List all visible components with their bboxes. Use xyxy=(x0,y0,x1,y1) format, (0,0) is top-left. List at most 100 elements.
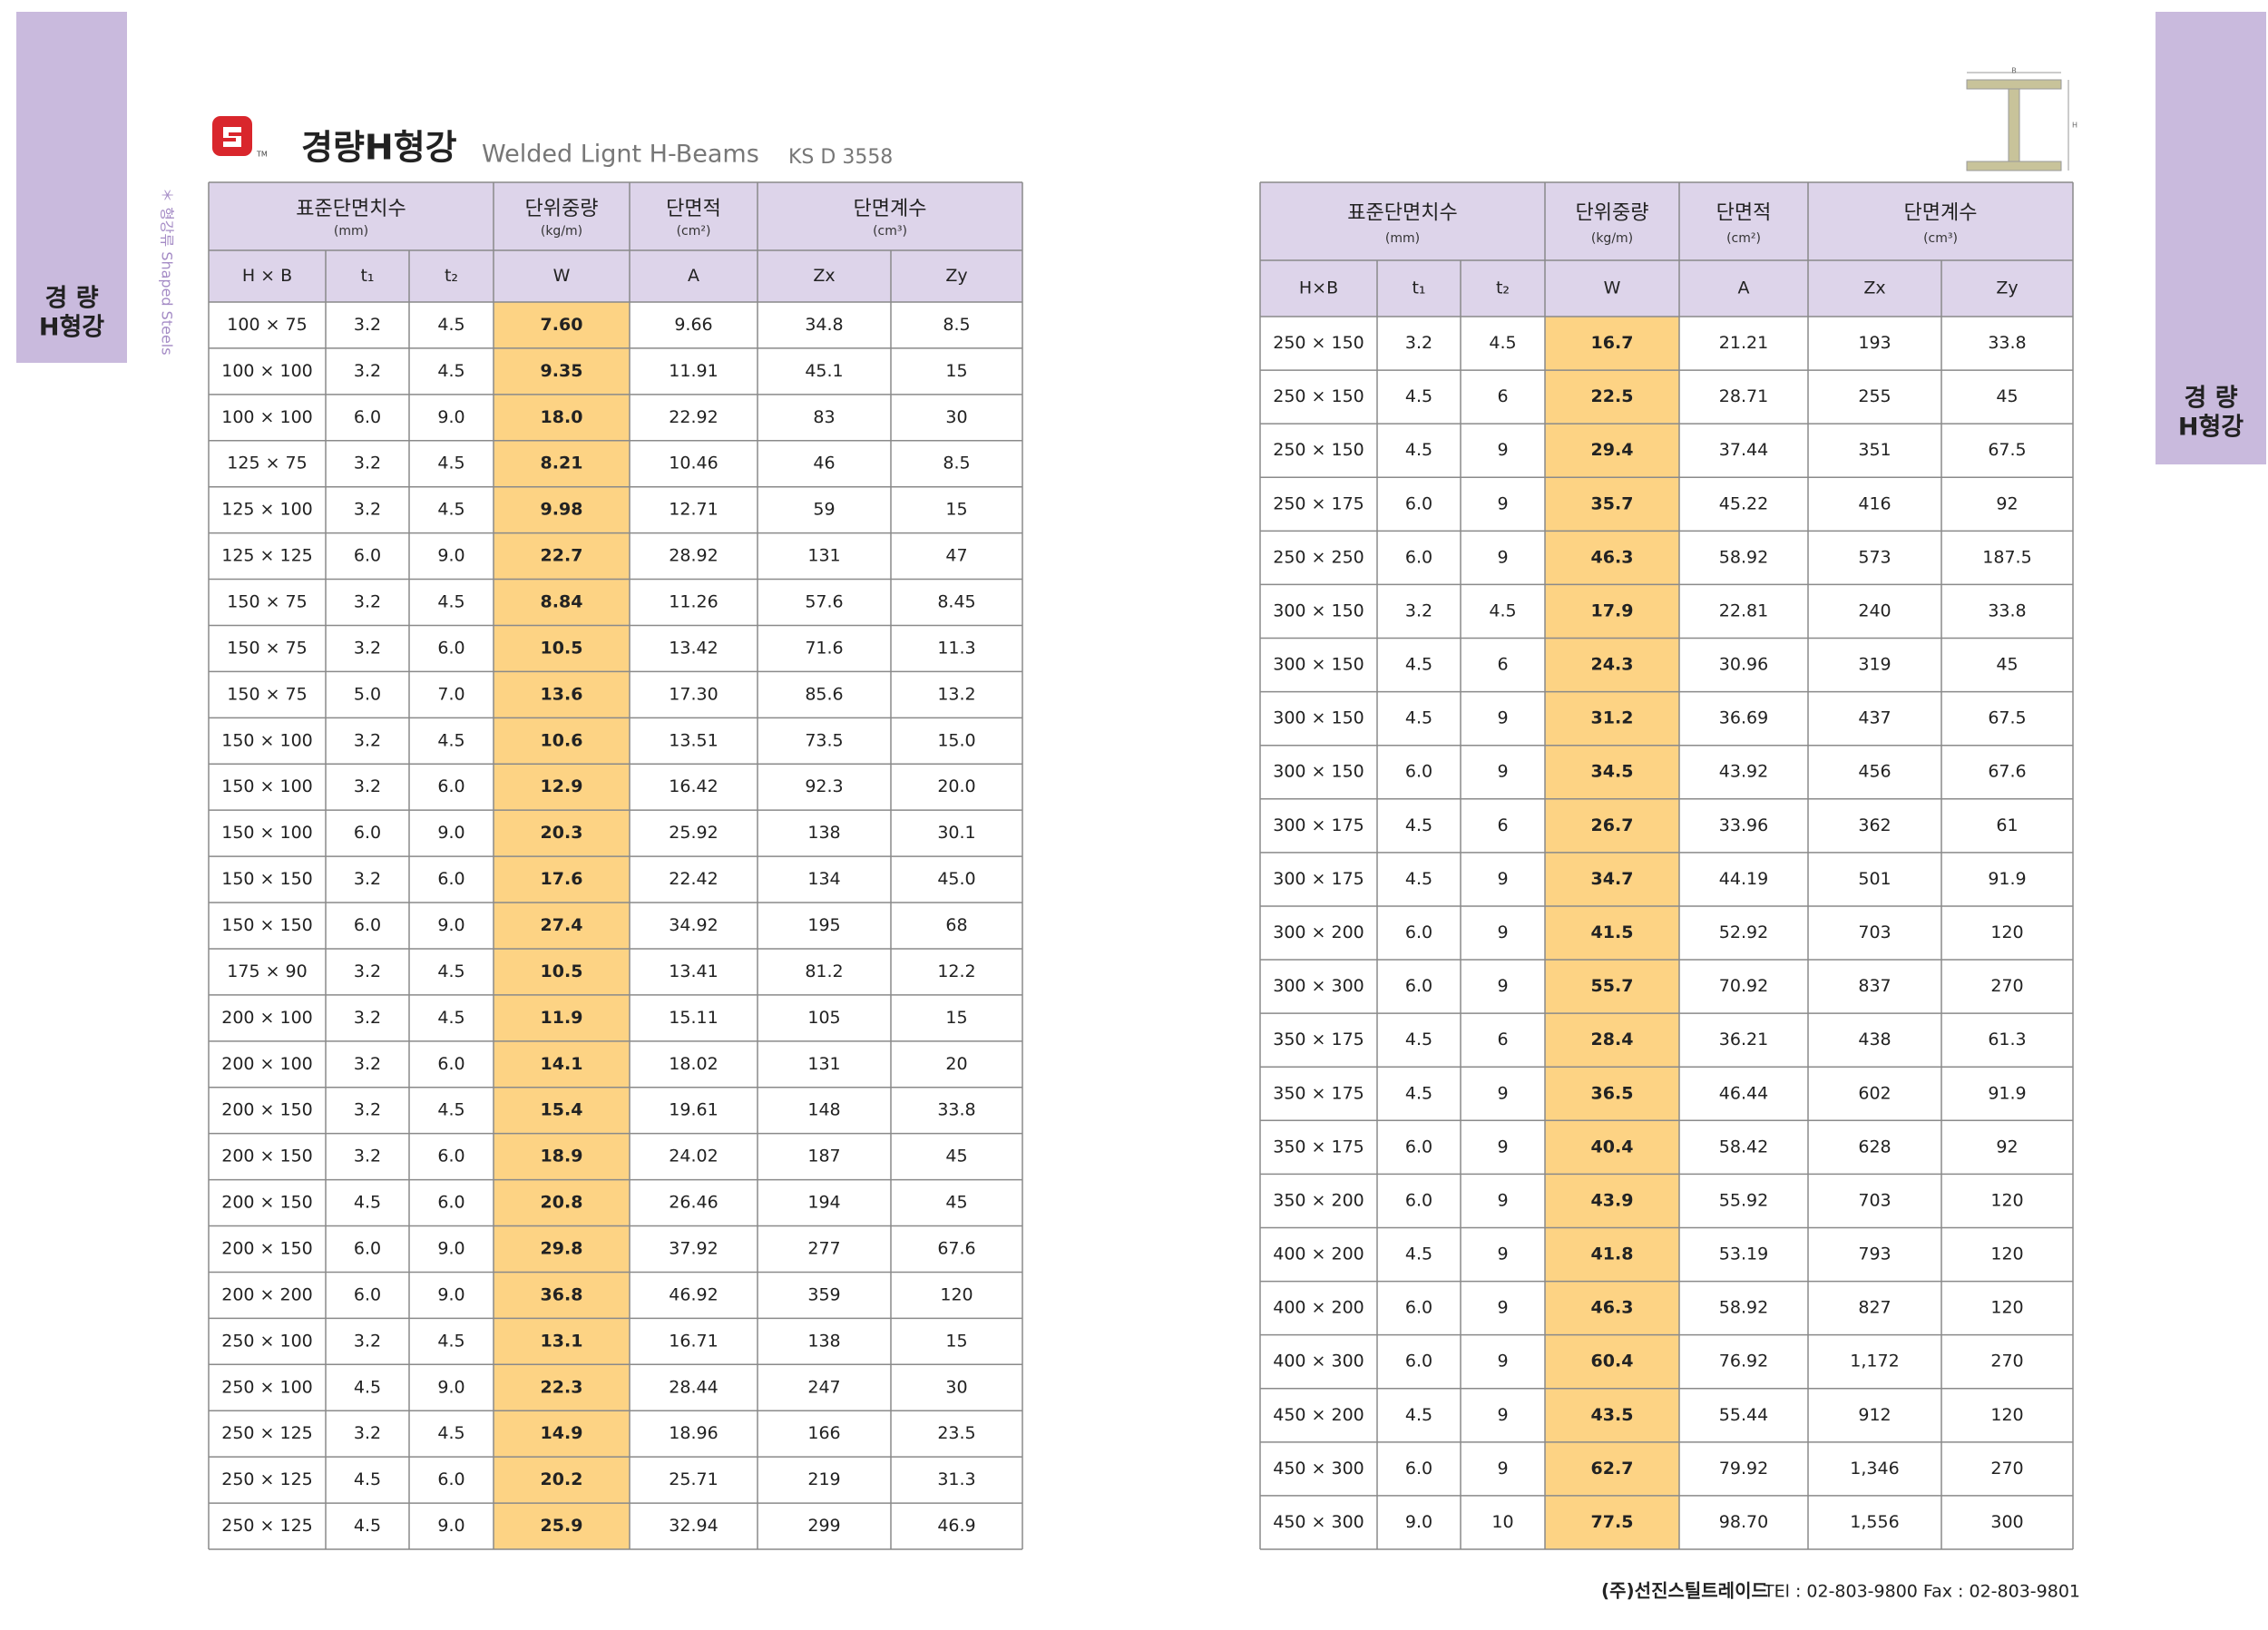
cell: 6.0 xyxy=(1405,547,1432,567)
cell: 3.2 xyxy=(354,1054,381,1074)
cell: 98.70 xyxy=(1719,1512,1768,1532)
cell: 17.30 xyxy=(669,684,718,704)
cell: 255 xyxy=(1858,386,1891,406)
cell: 573 xyxy=(1858,547,1891,567)
cell: 187.5 xyxy=(1982,547,2031,567)
cell: 13.6 xyxy=(541,684,583,704)
cell: 250 × 125 xyxy=(221,1423,313,1443)
cell: 250 × 100 xyxy=(221,1377,313,1397)
cell: 6 xyxy=(1497,655,1508,675)
cell: 193 xyxy=(1858,333,1891,353)
cell: 92 xyxy=(1996,493,2018,513)
cell: 7.0 xyxy=(437,684,464,704)
cell: 350 × 175 xyxy=(1273,1137,1364,1157)
cell: 18.9 xyxy=(541,1147,583,1166)
cell: 3.2 xyxy=(354,361,381,381)
cell: 9.0 xyxy=(437,823,464,843)
column-header: Zy xyxy=(1996,278,2018,298)
column-header: H × B xyxy=(242,266,292,286)
cell: 6.0 xyxy=(1405,762,1432,782)
cell: 131 xyxy=(807,1054,840,1074)
cell: 300 × 200 xyxy=(1273,922,1364,942)
cell: 4.5 xyxy=(437,454,464,473)
group-label: 단위중량 xyxy=(525,198,599,220)
cell: 250 × 150 xyxy=(1273,386,1364,406)
cell: 400 × 200 xyxy=(1273,1298,1364,1318)
cell: 4.5 xyxy=(1405,869,1432,889)
cell: 45 xyxy=(1996,386,2018,406)
cell: 52.92 xyxy=(1719,922,1768,942)
cell: 67.6 xyxy=(937,1238,975,1258)
cell: 22.42 xyxy=(669,869,718,889)
cell: 150 × 75 xyxy=(227,638,307,658)
w-column-bg xyxy=(494,302,630,1549)
cell: 46.92 xyxy=(669,1284,718,1304)
cell: 4.5 xyxy=(1405,440,1432,460)
cell: 250 × 125 xyxy=(221,1516,313,1536)
cell: 59 xyxy=(813,500,835,520)
cell: 18.02 xyxy=(669,1054,718,1074)
cell: 10 xyxy=(1491,1512,1513,1532)
cell: 6.0 xyxy=(354,823,381,843)
cell: 68 xyxy=(945,915,967,935)
cell: 36.8 xyxy=(541,1284,583,1304)
cell: 9 xyxy=(1497,976,1508,996)
cell: 9 xyxy=(1497,869,1508,889)
cell: 9.35 xyxy=(541,361,583,381)
cell: 33.8 xyxy=(937,1100,975,1120)
cell: 3.2 xyxy=(354,454,381,473)
cell: 200 × 150 xyxy=(221,1193,313,1213)
side-tab-text: 경 량 xyxy=(44,285,98,313)
cell: 200 × 150 xyxy=(221,1100,313,1120)
cell: 9 xyxy=(1497,1459,1508,1479)
cell: 200 × 150 xyxy=(221,1238,313,1258)
cell: 12.9 xyxy=(541,776,583,796)
cell: 28.44 xyxy=(669,1377,718,1397)
cell: 6.0 xyxy=(437,638,464,658)
w-column-bg xyxy=(1545,317,1679,1549)
cell: 57.6 xyxy=(805,592,843,612)
cell: 299 xyxy=(807,1516,840,1536)
cell: 4.5 xyxy=(437,315,464,335)
cell: 9.0 xyxy=(437,546,464,566)
group-label: 단면적 xyxy=(666,198,721,220)
cell: 22.7 xyxy=(541,546,583,566)
cell: 250 × 150 xyxy=(1273,440,1364,460)
cell: 150 × 150 xyxy=(221,915,313,935)
cell: 4.5 xyxy=(437,730,464,750)
column-header: t₁ xyxy=(360,266,374,286)
cell: 30 xyxy=(945,1377,967,1397)
group-label: 단면계수 xyxy=(854,198,927,220)
cell: 219 xyxy=(807,1469,840,1489)
cell: 148 xyxy=(807,1100,840,1120)
column-header: A xyxy=(688,266,699,286)
cell: 46.44 xyxy=(1719,1083,1768,1103)
cell: 6.0 xyxy=(437,869,464,889)
h-beam-diagram: B H xyxy=(1966,67,2077,171)
cell: 27.4 xyxy=(541,915,583,935)
cell: 100 × 75 xyxy=(227,315,307,335)
cell: 4.5 xyxy=(1489,333,1516,353)
cell: 187 xyxy=(807,1147,840,1166)
cell: 9.0 xyxy=(437,407,464,427)
cell: 83 xyxy=(813,407,835,427)
cell: 4.5 xyxy=(1405,708,1432,728)
cell: 36.5 xyxy=(1591,1083,1634,1103)
cell: 6.0 xyxy=(354,546,381,566)
cell: 350 × 175 xyxy=(1273,1083,1364,1103)
cell: 120 xyxy=(1990,1405,2023,1425)
cell: 3.2 xyxy=(354,1423,381,1443)
group-unit: (kg/m) xyxy=(1591,231,1633,246)
cell: 4.5 xyxy=(437,592,464,612)
cell: 43.92 xyxy=(1719,762,1768,782)
cell: 4.5 xyxy=(437,1331,464,1351)
cell: 33.96 xyxy=(1719,815,1768,835)
cell: 4.5 xyxy=(1405,1083,1432,1103)
cell: 6.0 xyxy=(1405,1137,1432,1157)
cell: 9.0 xyxy=(1405,1512,1432,1532)
cell: 58.92 xyxy=(1719,547,1768,567)
group-unit: (cm²) xyxy=(1726,231,1761,246)
cell: 9 xyxy=(1497,762,1508,782)
cell: 4.5 xyxy=(1405,1030,1432,1049)
cell: 45.22 xyxy=(1719,493,1768,513)
